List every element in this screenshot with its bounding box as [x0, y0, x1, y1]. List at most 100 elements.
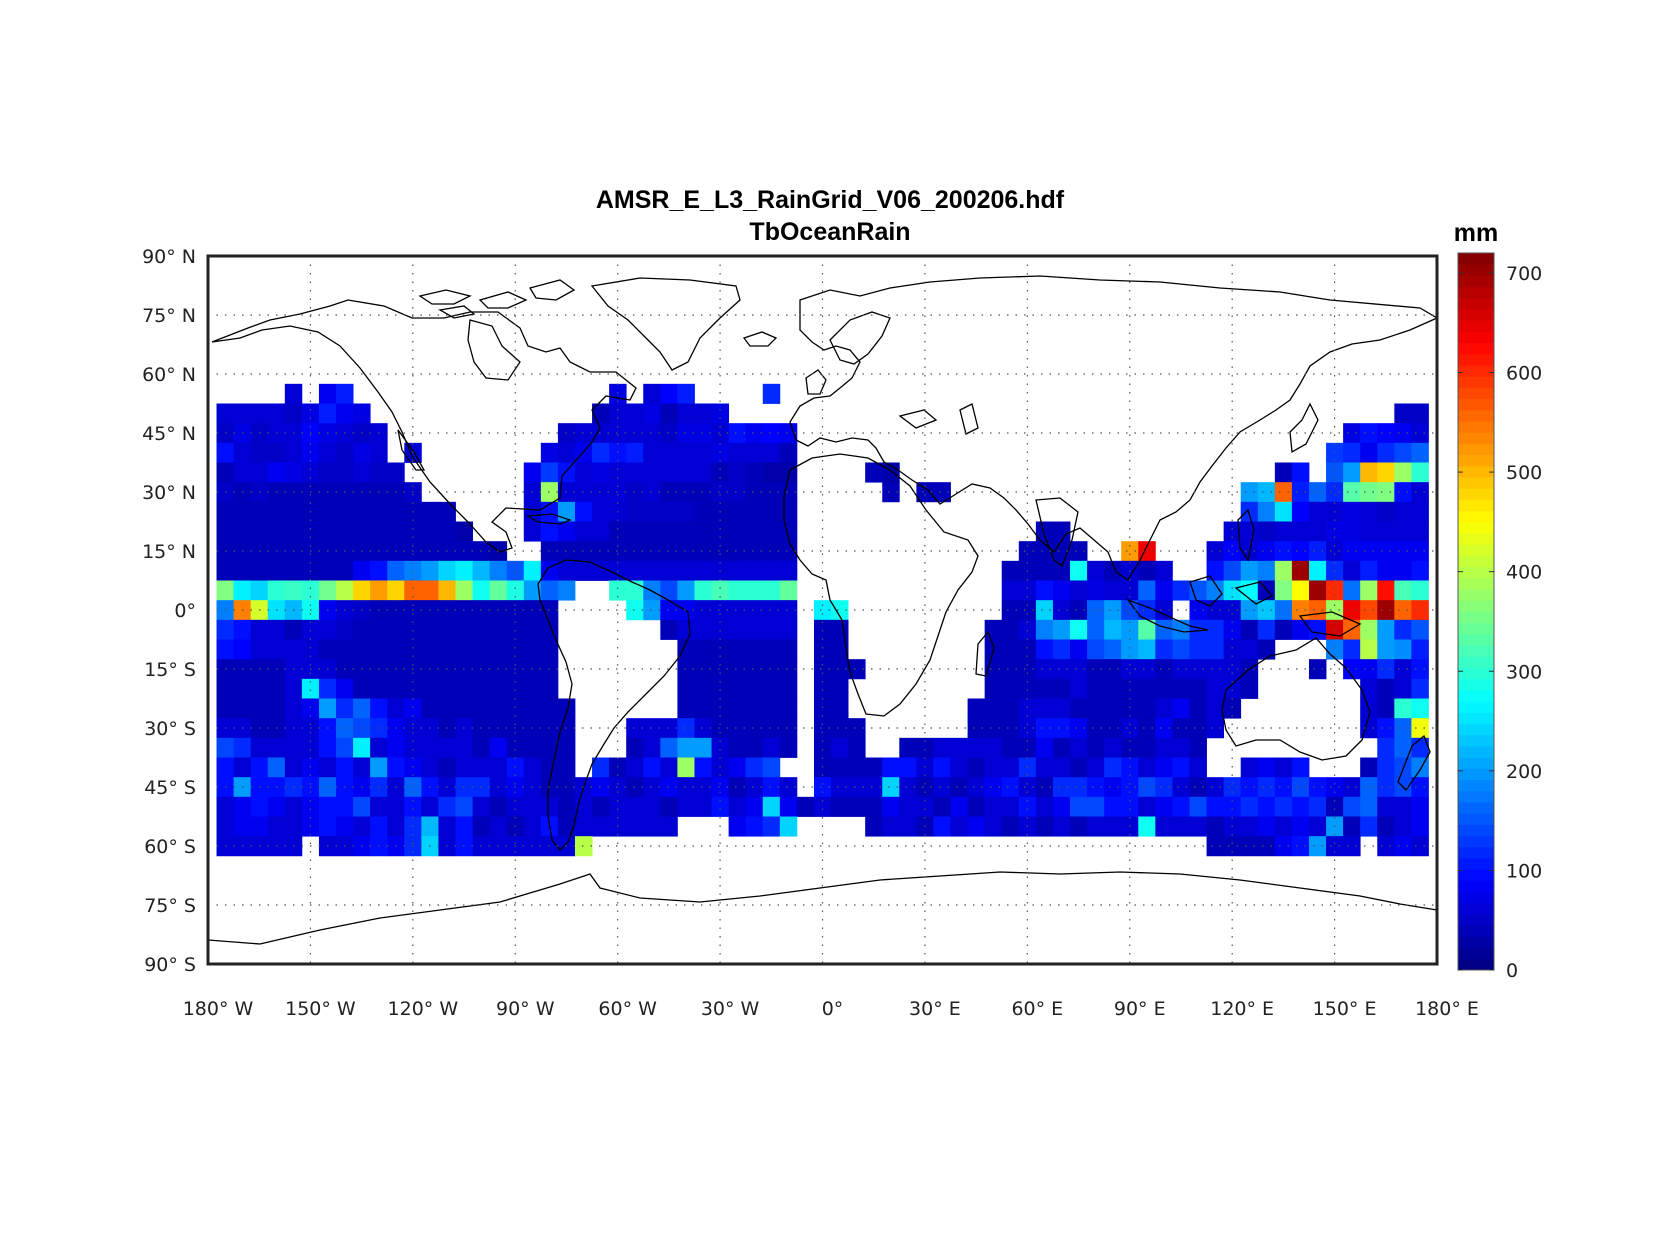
rain-cell [592, 482, 610, 503]
rain-cell [540, 757, 559, 778]
lat-tick-label: 75° S [144, 895, 196, 917]
rain-cell [762, 383, 781, 404]
rain-cell [1240, 777, 1259, 798]
rain-cell [267, 560, 286, 581]
rain-cell [250, 698, 269, 719]
rain-cell [216, 816, 234, 837]
rain-cell [1274, 482, 1293, 503]
rain-cell [336, 816, 354, 837]
rain-cell [813, 619, 832, 640]
rain-cell [813, 600, 832, 621]
rain-cell [779, 718, 798, 739]
rain-cell [728, 442, 747, 463]
rain-cell [831, 777, 849, 798]
rain-cell [250, 501, 269, 522]
rain-cell [1206, 698, 1225, 719]
rain-cell [1189, 659, 1207, 680]
coastline-hudson-bay [467, 319, 521, 381]
rain-cell [745, 816, 764, 837]
colorbar-strip [1458, 857, 1494, 870]
rain-cell [1257, 816, 1276, 837]
rain-cell [1018, 619, 1037, 640]
colorbar-strip [1458, 958, 1494, 971]
rain-cell [831, 600, 849, 621]
colorbar-strip [1458, 432, 1494, 444]
rain-cell [523, 521, 542, 542]
rain-cell [1070, 541, 1088, 562]
rain-cell [370, 462, 388, 483]
rain-cell [1206, 541, 1225, 562]
rain-cell [796, 796, 815, 817]
rain-cell [1377, 482, 1395, 503]
rain-cell [1411, 757, 1429, 778]
rain-cell [831, 718, 849, 739]
rain-cell [1001, 600, 1020, 621]
rain-cell [1360, 678, 1378, 699]
rain-cell [574, 501, 593, 522]
rain-cell [933, 757, 951, 778]
rain-cell [1377, 521, 1395, 542]
rain-cell [506, 757, 525, 778]
rain-cell [745, 757, 764, 778]
colorbar-tick-label: 700 [1506, 263, 1542, 285]
rain-cell [643, 560, 661, 581]
rain-cell [404, 580, 422, 601]
rain-cell [643, 541, 661, 562]
rain-cell [762, 639, 781, 660]
rain-cell [557, 718, 576, 739]
rain-cell [1274, 619, 1293, 640]
rain-cell [1223, 541, 1242, 562]
colorbar-strip [1458, 779, 1494, 792]
rain-cell [387, 816, 405, 837]
rain-cell [370, 619, 388, 640]
rain-cell [438, 521, 456, 542]
rain-cell [1172, 678, 1190, 699]
colorbar-strip [1458, 678, 1494, 691]
rain-cell [1240, 678, 1259, 699]
rain-cell [506, 737, 525, 758]
lat-tick-label: 75° N [142, 305, 196, 327]
rain-cell [557, 580, 576, 601]
rain-cell [626, 521, 644, 542]
rain-cell [336, 619, 354, 640]
rain-cell [1411, 580, 1429, 601]
rain-cell [267, 698, 286, 719]
rain-cell [233, 737, 252, 758]
rain-cell [540, 482, 559, 503]
rain-cell [318, 560, 337, 581]
rain-cell [677, 639, 695, 660]
rain-cell [1035, 737, 1054, 758]
rain-cell [711, 737, 730, 758]
rain-cell [660, 423, 678, 444]
colorbar-gradient [1458, 253, 1494, 971]
rain-cell [677, 777, 695, 798]
rain-cell [1172, 639, 1190, 660]
rain-cell [284, 501, 303, 522]
rain-cell [1121, 737, 1139, 758]
rain-cell [318, 639, 337, 660]
rain-cell [745, 580, 764, 601]
coastline-india [1035, 497, 1079, 568]
rain-cell [1189, 718, 1207, 739]
rain-cell [916, 737, 934, 758]
colorbar-strip [1458, 835, 1494, 848]
rain-cell [1035, 639, 1054, 660]
rain-cell [592, 442, 610, 463]
rain-cell [1394, 816, 1412, 837]
rain-cell [1343, 600, 1361, 621]
rain-cell [353, 462, 371, 483]
rain-cell [1001, 777, 1020, 798]
coastline-antarctica [208, 871, 1437, 945]
rain-cell [1052, 698, 1071, 719]
rain-cell [984, 698, 1003, 719]
rain-cell [489, 737, 508, 758]
rain-cell [1377, 619, 1395, 640]
rain-cell [711, 600, 730, 621]
rain-cell [1360, 600, 1378, 621]
rain-cell [1138, 580, 1156, 601]
rain-cell [1052, 521, 1071, 542]
rain-cell [779, 580, 798, 601]
rain-cell [1070, 816, 1088, 837]
rain-cell [233, 521, 252, 542]
rain-cell [1138, 678, 1156, 699]
